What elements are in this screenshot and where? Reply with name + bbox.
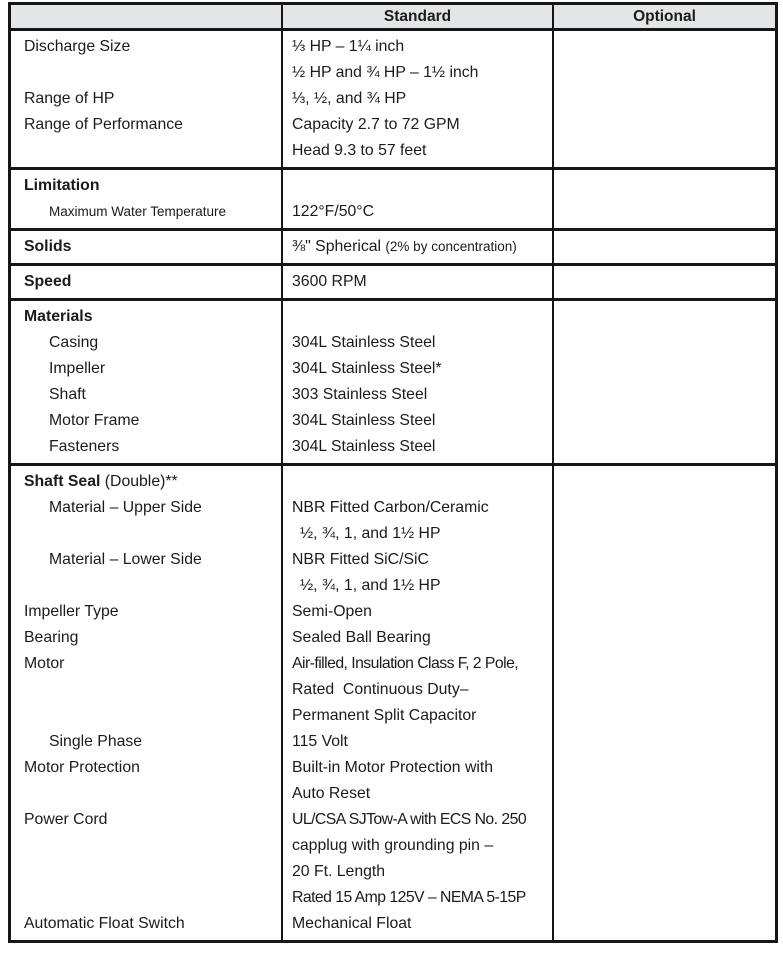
value-max-water-temperature: 122°F/50°C [292, 203, 375, 220]
label-discharge-size: Discharge Size [24, 38, 131, 55]
value-discharge-size-2: ½ HP and ¾ HP – 1½ inch [292, 64, 479, 81]
label-range-of-performance: Range of Performance [24, 116, 183, 133]
section-speed: Speed 3600 RPM [11, 266, 775, 301]
speed-standard-cell: 3600 RPM [281, 266, 554, 298]
solids-standard-cell: ⅜" Spherical (2% by concentration) [281, 231, 554, 263]
value-motor-3: Permanent Split Capacitor [292, 707, 477, 724]
specification-table: Standard Optional Discharge Size Range o… [8, 2, 778, 943]
value-range-of-hp: ⅓, ½, and ¾ HP [292, 90, 407, 107]
label-impeller-type: Impeller Type [24, 603, 119, 620]
general-standard-cell: ⅓ HP – 1¼ inch ½ HP and ¾ HP – 1½ inch ⅓… [281, 31, 554, 167]
value-impeller-type: Semi-Open [292, 603, 372, 620]
value-discharge-size-1: ⅓ HP – 1¼ inch [292, 38, 405, 55]
label-spacer [24, 885, 281, 911]
value-shaft: 303 Stainless Steel [292, 386, 428, 403]
construction-standard-cell: NBR Fitted Carbon/Ceramic ½, ¾, 1, and 1… [281, 466, 554, 940]
speed-labels: Speed [11, 266, 281, 298]
value-automatic-float-switch: Mechanical Float [292, 915, 412, 932]
value-performance-head: Head 9.3 to 57 feet [292, 142, 427, 159]
header-cell-standard: Standard [281, 5, 554, 28]
label-limitation: Limitation [24, 177, 100, 194]
value-spacer [292, 304, 552, 330]
label-power-cord: Power Cord [24, 811, 108, 828]
limitation-optional-cell [554, 170, 775, 228]
value-motor-1: Air-filled, Insulation Class F, 2 Pole, [292, 655, 519, 672]
general-optional-cell [554, 31, 775, 167]
label-shaft-seal-suffix: (Double)** [100, 473, 178, 490]
value-impeller: 304L Stainless Steel* [292, 360, 442, 377]
label-max-water-temperature: Maximum Water Temperature [49, 204, 227, 219]
label-spacer [24, 833, 281, 859]
label-material-upper-side: Material – Upper Side [49, 499, 202, 516]
solids-labels: Solids [11, 231, 281, 263]
speed-optional-cell [554, 266, 775, 298]
label-shaft-seal-bold: Shaft Seal [24, 473, 101, 490]
value-motor-frame: 304L Stainless Steel [292, 412, 436, 429]
value-power-cord-3: 20 Ft. Length [292, 863, 386, 880]
label-single-phase: Single Phase [49, 733, 143, 750]
header-cell-blank [11, 5, 281, 28]
construction-optional-cell [554, 466, 775, 940]
label-material-lower-side: Material – Lower Side [49, 551, 202, 568]
value-seal-upper: NBR Fitted Carbon/Ceramic [292, 499, 489, 516]
section-materials: Materials Casing Impeller Shaft Motor Fr… [11, 301, 775, 466]
general-labels: Discharge Size Range of HP Range of Perf… [11, 31, 281, 167]
label-spacer [24, 677, 281, 703]
value-power-cord-4: Rated 15 Amp 125V – NEMA 5-15P [292, 889, 526, 906]
label-spacer [24, 521, 281, 547]
value-seal-lower-hp: ½, ¾, 1, and 1½ HP [300, 577, 441, 594]
limitation-standard-cell: 122°F/50°C [281, 170, 554, 228]
label-impeller: Impeller [49, 360, 106, 377]
label-casing: Casing [49, 334, 99, 351]
section-solids: Solids ⅜" Spherical (2% by concentration… [11, 231, 775, 266]
value-single-phase: 115 Volt [292, 733, 348, 750]
value-motor-protection-2: Auto Reset [292, 785, 371, 802]
label-motor-frame: Motor Frame [49, 412, 140, 429]
label-automatic-float-switch: Automatic Float Switch [24, 915, 185, 932]
value-spacer [292, 469, 552, 495]
label-spacer [24, 859, 281, 885]
limitation-labels: Limitation Maximum Water Temperature [11, 170, 281, 228]
value-performance-capacity: Capacity 2.7 to 72 GPM [292, 116, 460, 133]
construction-labels: Shaft Seal (Double)** Material – Upper S… [11, 466, 281, 940]
value-seal-upper-hp: ½, ¾, 1, and 1½ HP [300, 525, 441, 542]
section-construction: Shaft Seal (Double)** Material – Upper S… [11, 466, 775, 940]
value-speed: 3600 RPM [292, 273, 367, 290]
label-spacer [24, 573, 281, 599]
value-power-cord-1: UL/CSA SJTow-A with ECS No. 250 [292, 811, 527, 828]
label-motor: Motor [24, 655, 65, 672]
label-spacer [24, 781, 281, 807]
label-materials: Materials [24, 308, 93, 325]
label-shaft: Shaft [49, 386, 86, 403]
label-range-of-hp: Range of HP [24, 90, 115, 107]
value-spacer [292, 173, 552, 199]
label-fasteners: Fasteners [49, 438, 120, 455]
materials-optional-cell [554, 301, 775, 463]
value-seal-lower: NBR Fitted SiC/SiC [292, 551, 429, 568]
value-bearing: Sealed Ball Bearing [292, 629, 431, 646]
materials-labels: Materials Casing Impeller Shaft Motor Fr… [11, 301, 281, 463]
label-speed: Speed [24, 273, 72, 290]
value-solids: ⅜" Spherical [292, 238, 386, 255]
materials-standard-cell: 304L Stainless Steel 304L Stainless Stee… [281, 301, 554, 463]
value-motor-protection-1: Built-in Motor Protection with [292, 759, 494, 776]
value-power-cord-2: capplug with grounding pin – [292, 837, 494, 854]
section-limitation: Limitation Maximum Water Temperature 122… [11, 170, 775, 231]
header-cell-optional: Optional [633, 8, 696, 25]
section-general: Discharge Size Range of HP Range of Perf… [11, 31, 775, 170]
label-bearing: Bearing [24, 629, 79, 646]
table-header-row: Standard Optional [11, 5, 775, 31]
label-motor-protection: Motor Protection [24, 759, 140, 776]
label-solids: Solids [24, 238, 72, 255]
value-solids-note: (2% by concentration) [385, 239, 517, 254]
value-fasteners: 304L Stainless Steel [292, 438, 436, 455]
label-spacer [24, 703, 281, 729]
solids-optional-cell [554, 231, 775, 263]
label-shaft-seal: Shaft Seal (Double)** [24, 469, 281, 495]
label-spacer [24, 138, 281, 164]
label-spacer [24, 60, 281, 86]
value-motor-2: Rated Continuous Duty– [292, 681, 469, 698]
value-casing: 304L Stainless Steel [292, 334, 436, 351]
